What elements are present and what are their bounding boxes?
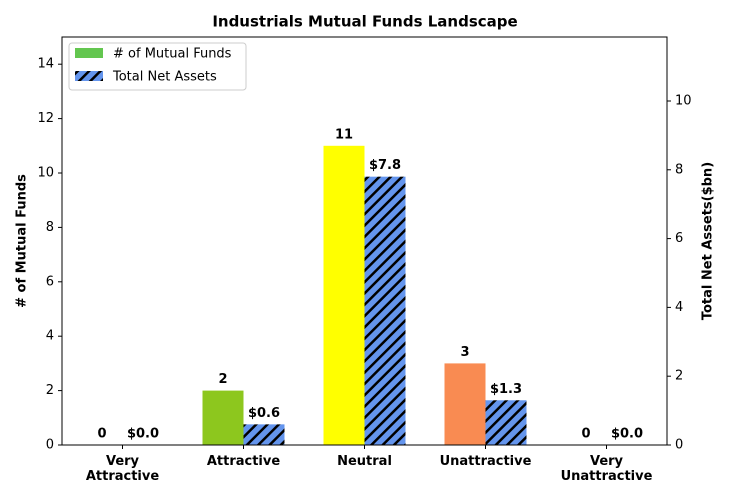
x-tick-label: Unattractive [439, 454, 532, 469]
bar [243, 424, 285, 445]
y2-tick-label: 2 [675, 369, 683, 384]
value-label: 2 [218, 372, 227, 387]
y-tick-label: 12 [37, 111, 54, 126]
x-tick-label: Very Attractive [85, 454, 160, 484]
value-label: 3 [460, 345, 469, 360]
bar [485, 400, 527, 445]
x-tick-label: Very Unattractive [560, 454, 653, 484]
y-tick-label: 0 [46, 438, 54, 453]
y2-tick-label: 0 [675, 438, 683, 453]
y2-tick-label: 10 [675, 93, 692, 108]
y2-tick-label: 8 [675, 162, 683, 177]
y2-tick-label: 6 [675, 231, 683, 246]
value-label: $1.3 [490, 382, 522, 397]
legend-box [68, 42, 247, 91]
x-tick-label: Neutral [337, 454, 392, 469]
bar [202, 390, 244, 445]
y2-tick-label: 4 [675, 300, 683, 315]
legend-label: # of Mutual Funds [113, 47, 232, 62]
bar [364, 176, 406, 445]
value-label: $7.8 [369, 158, 401, 173]
y-axis-title: # of Mutual Funds [15, 174, 30, 308]
x-tick-label: Attractive [206, 454, 281, 469]
value-label: $0.0 [127, 427, 159, 442]
chart-title: Industrials Mutual Funds Landscape [212, 13, 517, 31]
value-label: 11 [335, 127, 353, 142]
legend-swatch [75, 71, 103, 81]
y-tick-label: 4 [46, 329, 54, 344]
y-tick-label: 10 [37, 166, 54, 181]
value-label: 0 [581, 427, 590, 442]
legend-label: Total Net Assets [112, 70, 217, 85]
y-tick-label: 2 [46, 383, 54, 398]
bar [444, 363, 486, 445]
y2-axis-title: Total Net Assets($bn) [701, 162, 716, 320]
y-tick-label: 14 [37, 57, 54, 72]
legend-swatch [75, 48, 103, 58]
y-tick-label: 6 [46, 274, 54, 289]
bar [323, 145, 365, 446]
value-label: $0.0 [611, 427, 643, 442]
plot-frame [61, 36, 668, 446]
value-label: 0 [97, 427, 106, 442]
value-label: $0.6 [248, 406, 280, 421]
y-tick-label: 8 [46, 220, 54, 235]
